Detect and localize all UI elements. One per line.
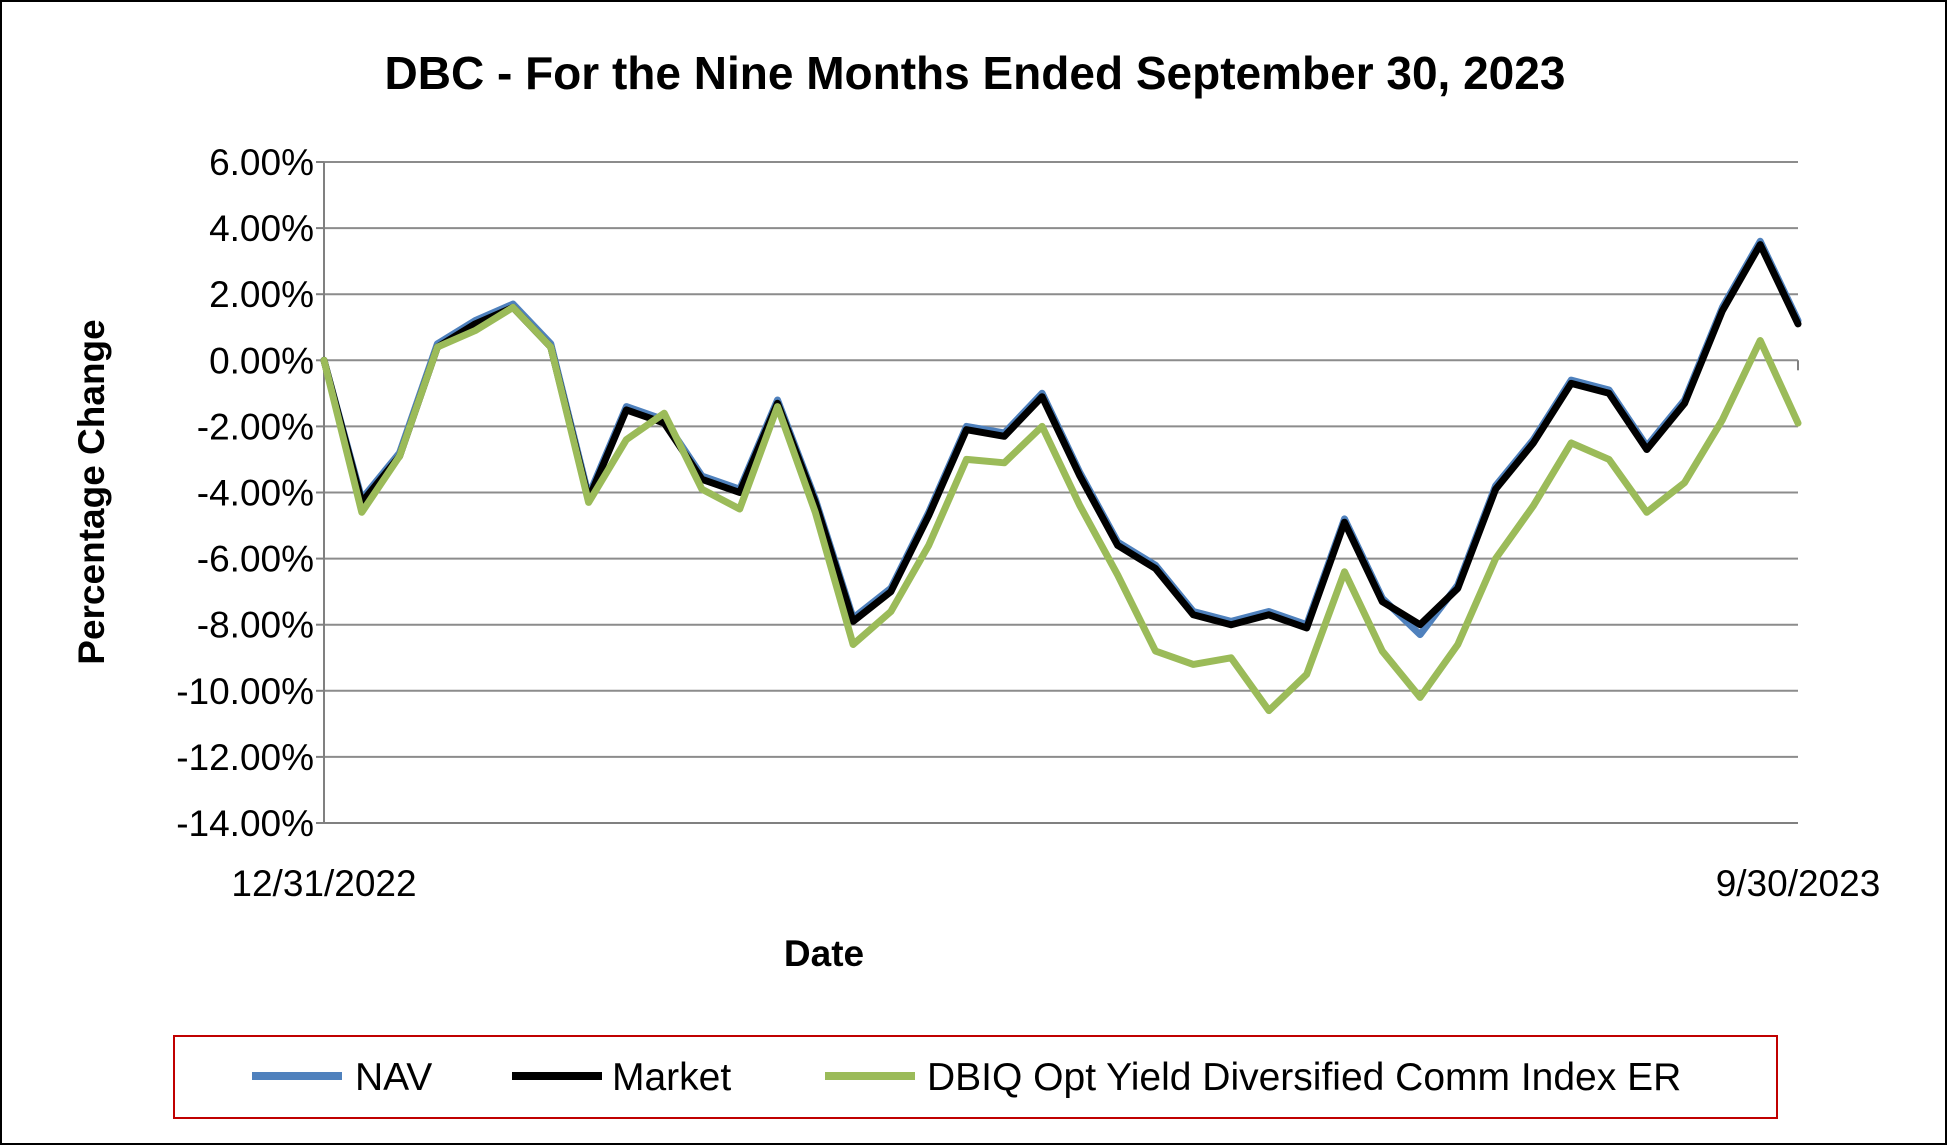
x-axis-title: Date <box>784 933 864 974</box>
y-tick-label: -6.00% <box>197 539 314 580</box>
y-tick-label: -12.00% <box>176 737 314 778</box>
y-tick-label: 0.00% <box>209 340 314 381</box>
grid-lines <box>316 161 1799 824</box>
series-lines <box>320 237 1802 715</box>
axes <box>323 162 1798 824</box>
y-tick-label: 6.00% <box>209 142 314 183</box>
y-tick-label: -4.00% <box>197 473 314 514</box>
chart-title: DBC - For the Nine Months Ended Septembe… <box>385 47 1566 99</box>
x-tick-label: 12/31/2022 <box>231 863 416 904</box>
y-tick-label: -8.00% <box>197 605 314 646</box>
series-line-3 <box>320 303 1802 715</box>
y-tick-labels: 6.00% 4.00% 2.00% 0.00% -2.00% -4.00% -6.00% -8… <box>176 142 314 844</box>
y-tick-label: -2.00% <box>197 406 314 447</box>
legend: NAV Market DBIQ Opt Yield Diversified Comm… <box>252 1056 1681 1099</box>
series-line-2 <box>320 241 1802 632</box>
legend-label: DBIQ Opt Yield Diversified Comm Index ER <box>927 1056 1681 1099</box>
legend-label: NAV <box>355 1056 432 1099</box>
legend-box <box>173 1035 1778 1119</box>
y-tick-label: -10.00% <box>176 671 314 712</box>
x-tick-labels: 12/31/2022 9/30/2023 <box>231 863 1880 904</box>
x-tick-label: 9/30/2023 <box>1716 863 1881 904</box>
y-tick-label: 2.00% <box>209 274 314 315</box>
y-tick-label: -14.00% <box>176 803 314 844</box>
y-axis-title: Percentage Change <box>71 319 112 664</box>
y-tick-label: 4.00% <box>209 208 314 249</box>
legend-label: Market <box>612 1056 731 1099</box>
